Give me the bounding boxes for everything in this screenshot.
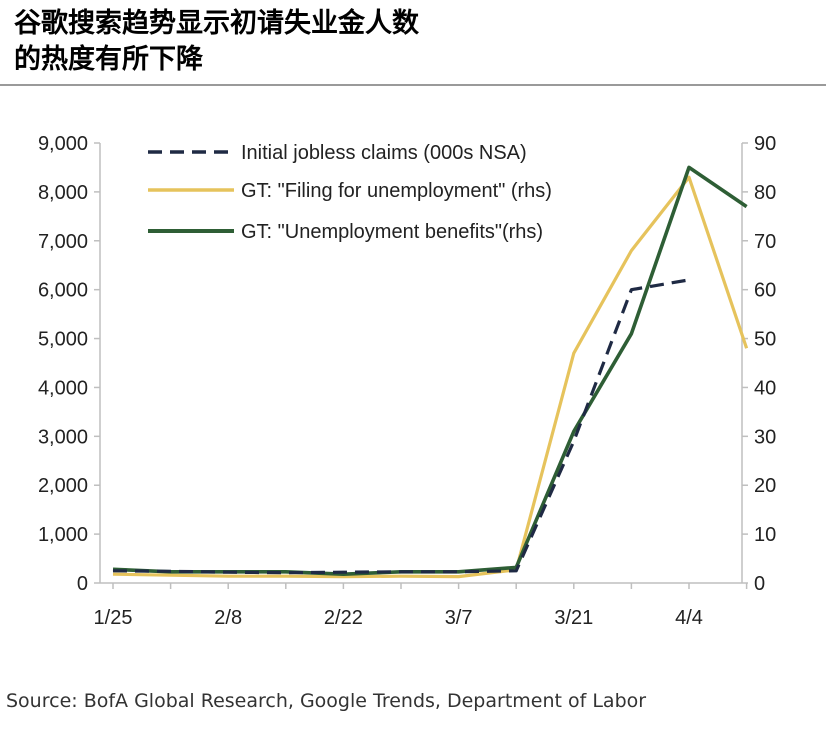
line-chart: 0 1,000 2,000 3,000 4,000 5,000 6,000 7,000 8,00… [38,133,776,629]
legend-label-3: GT: "Unemployment benefits"(rhs) [241,221,543,243]
right-tick-label: 60 [754,280,776,302]
right-tick-label: 10 [754,524,776,546]
x-tick-label: 2/22 [324,607,363,629]
series-line-2 [112,175,749,579]
left-tick-label: 1,000 [38,524,88,546]
chart-legend: Initial jobless claims (000s NSA) GT: "Fi… [148,142,552,243]
left-tick-label: 6,000 [38,280,88,302]
right-tick-label: 0 [754,573,765,595]
title-line-1: 谷歌搜索趋势显示初请失业金人数 [14,8,419,39]
left-tick-label: 7,000 [38,231,88,253]
chart-series [112,165,749,579]
chart-axes: 0 1,000 2,000 3,000 4,000 5,000 6,000 7,000 8,00… [38,133,776,629]
left-tick-label: 9,000 [38,133,88,155]
series-line-1 [112,278,690,575]
right-tick-label: 70 [754,231,776,253]
x-tick-label: 3/7 [445,607,473,629]
x-tick-label: 4/4 [675,607,703,629]
x-tick-label: 2/8 [214,607,242,629]
left-tick-label: 0 [77,573,88,595]
left-tick-label: 4,000 [38,377,88,399]
right-tick-label: 90 [754,133,776,155]
left-tick-label: 8,000 [38,182,88,204]
right-tick-label: 20 [754,475,776,497]
right-tick-label: 50 [754,329,776,351]
left-tick-label: 2,000 [38,475,88,497]
chart-title: 谷歌搜索趋势显示初请失业金人数 的热度有所下降 [14,6,814,78]
source-note: Source: BofA Global Research, Google Tre… [6,690,647,712]
left-tick-label: 3,000 [38,426,88,448]
x-tick-label: 1/25 [94,607,133,629]
right-tick-label: 40 [754,377,776,399]
title-divider [0,84,826,86]
right-tick-label: 80 [754,182,776,204]
legend-label-2: GT: "Filing for unemployment" (rhs) [241,180,552,202]
right-tick-label: 30 [754,426,776,448]
left-tick-label: 5,000 [38,329,88,351]
x-tick-label: 3/21 [554,607,593,629]
title-line-2: 的热度有所下降 [14,44,203,75]
legend-label-1: Initial jobless claims (000s NSA) [241,142,527,164]
